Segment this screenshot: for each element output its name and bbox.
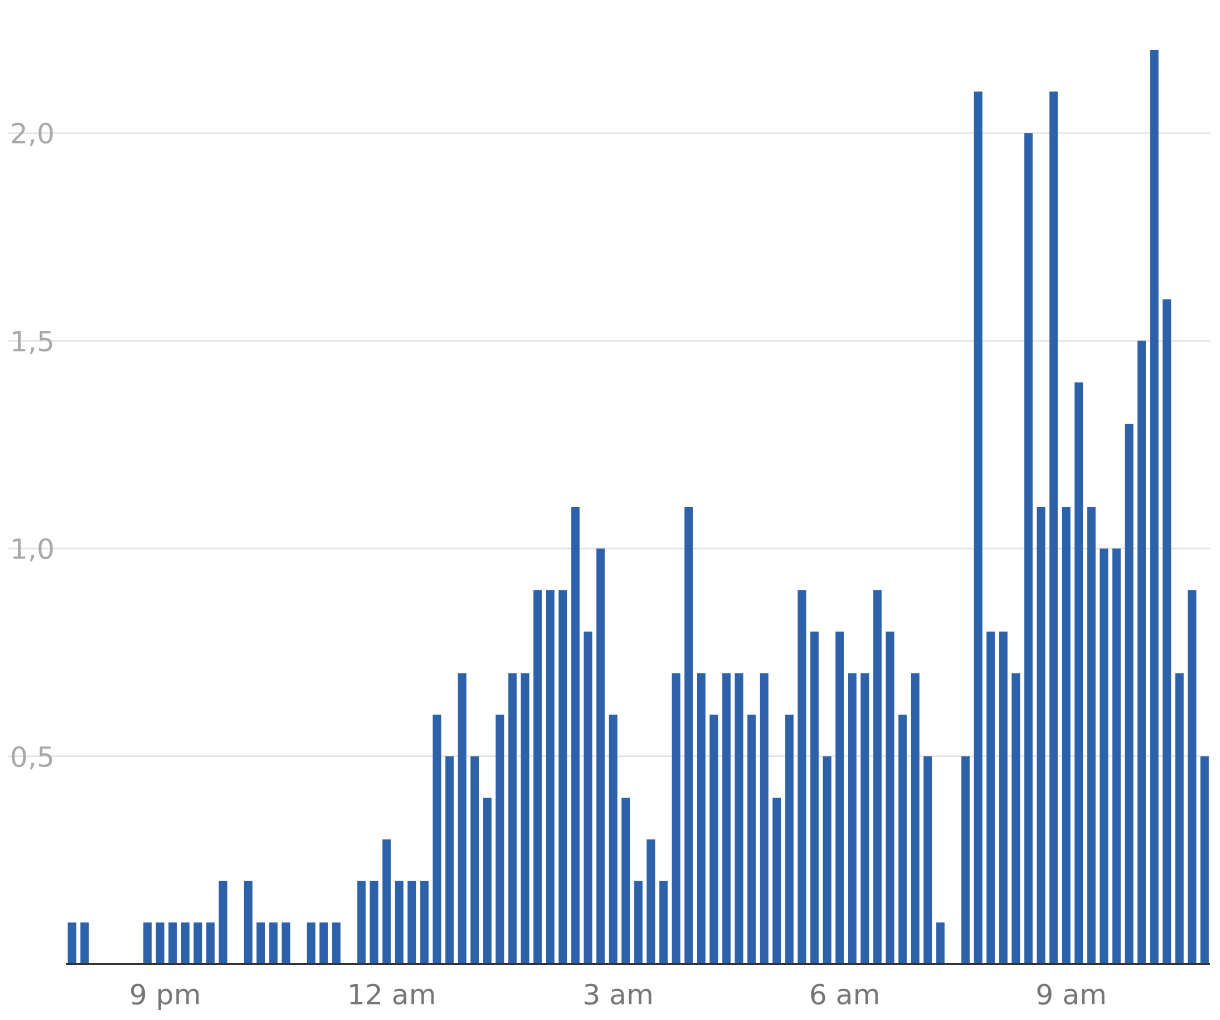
bar — [671, 673, 681, 964]
bar — [143, 922, 152, 964]
bar — [910, 673, 920, 964]
bar — [382, 839, 391, 964]
bar — [571, 507, 580, 964]
bar — [1124, 423, 1134, 964]
bar — [1036, 507, 1046, 964]
bar — [973, 91, 983, 965]
bar — [357, 880, 366, 964]
x-tick-label: 9 am — [1036, 978, 1107, 1011]
bar — [432, 714, 442, 964]
bar — [445, 756, 454, 964]
bar — [420, 880, 429, 964]
bar — [772, 797, 782, 964]
bar — [1200, 756, 1209, 964]
bar — [646, 839, 656, 964]
bar — [759, 673, 769, 964]
bar — [697, 673, 706, 964]
bar — [319, 922, 328, 964]
bar — [206, 922, 215, 964]
bar — [470, 756, 479, 964]
bar — [722, 673, 731, 964]
x-tick-label: 12 am — [347, 978, 436, 1011]
bar — [936, 922, 945, 964]
y-tick-label: 1,0 — [10, 533, 55, 566]
bar — [181, 922, 190, 964]
bar — [1187, 590, 1197, 964]
bar — [495, 714, 505, 964]
bar — [457, 673, 467, 964]
bar — [797, 590, 807, 964]
y-tick-label: 2,0 — [10, 117, 55, 150]
bar — [193, 922, 203, 964]
bar — [533, 590, 542, 964]
bar — [1162, 299, 1172, 964]
bar — [155, 922, 165, 964]
bar — [520, 673, 530, 964]
bar — [80, 922, 89, 964]
bar — [332, 922, 341, 964]
bar — [659, 880, 668, 964]
bar — [168, 922, 177, 964]
bar — [1061, 507, 1071, 964]
bar — [873, 590, 882, 964]
bars-layer — [67, 50, 1209, 965]
bar — [1137, 340, 1146, 964]
bar — [885, 631, 895, 964]
bar — [1049, 91, 1058, 965]
bar — [961, 756, 970, 964]
axis-layer: 9 pm 12 am 3 am 6 am 9 am — [66, 963, 1210, 1011]
bar — [407, 880, 417, 964]
bar — [1024, 133, 1033, 965]
bar — [747, 714, 756, 964]
bar — [483, 797, 492, 964]
bar — [596, 548, 605, 964]
bar — [1112, 548, 1121, 964]
bar — [848, 673, 857, 964]
x-tick-label: 3 am — [583, 978, 654, 1011]
bar — [394, 880, 404, 964]
bar — [923, 756, 933, 964]
bar — [508, 673, 517, 964]
bar — [684, 507, 693, 964]
bar — [369, 880, 379, 964]
bar — [256, 922, 266, 964]
bar — [558, 590, 568, 964]
grid-layer: 0,5 1,0 1,5 2,0 — [8, 117, 1210, 773]
bar — [898, 714, 907, 964]
bar — [1150, 50, 1159, 964]
bar — [67, 922, 77, 964]
bar — [608, 714, 618, 964]
bar — [1011, 673, 1021, 964]
bar — [810, 631, 819, 964]
bar — [1087, 507, 1096, 964]
bar — [986, 631, 995, 964]
bar — [218, 880, 228, 964]
bar — [269, 922, 278, 964]
bar — [545, 590, 555, 964]
bar — [281, 922, 291, 964]
bar — [1099, 548, 1109, 964]
bar — [709, 714, 719, 964]
bar — [634, 880, 643, 964]
bar — [243, 880, 253, 964]
bar — [822, 756, 832, 964]
bar — [860, 673, 870, 964]
bar — [734, 673, 744, 964]
bar — [583, 631, 593, 964]
y-tick-label: 0,5 — [10, 740, 55, 773]
bar — [999, 631, 1008, 964]
bar — [835, 631, 844, 964]
bar — [1074, 382, 1084, 964]
x-tick-label: 9 pm — [129, 978, 201, 1011]
bar — [306, 922, 316, 964]
y-tick-label: 1,5 — [10, 325, 55, 358]
bar — [621, 797, 630, 964]
bar — [785, 714, 794, 964]
bar — [1175, 673, 1184, 964]
x-tick-label: 6 am — [809, 978, 880, 1011]
